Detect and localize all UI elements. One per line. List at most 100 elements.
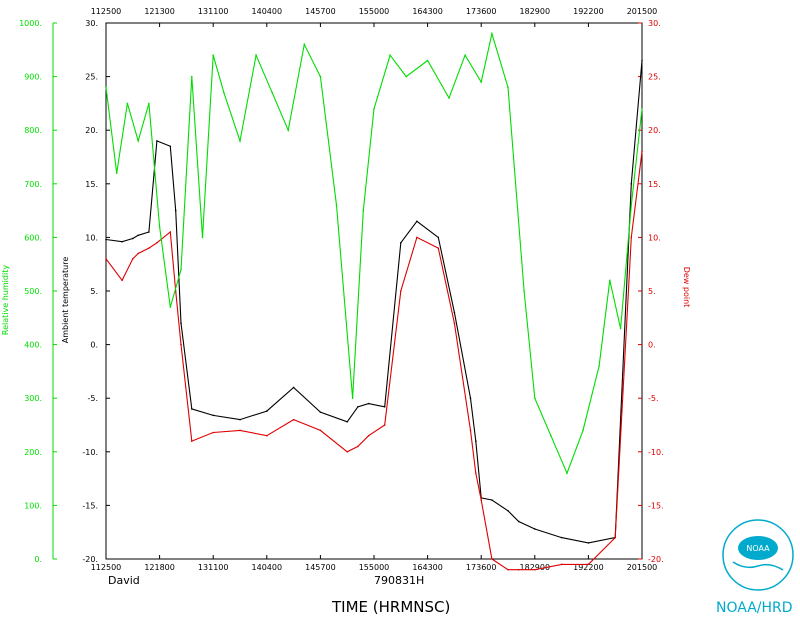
temp-tick-label: -10. — [82, 448, 98, 457]
rh-tick-label: 0. — [34, 555, 42, 564]
data-point-dew-point — [239, 429, 241, 432]
data-point-ambient-temperature — [587, 542, 590, 544]
rh-tick-label: 300. — [24, 394, 42, 403]
data-point-ambient-temperature — [137, 234, 139, 237]
rh-tick-label: 700. — [24, 180, 42, 189]
data-point-ambient-temperature — [190, 408, 193, 410]
data-point-dew-point — [319, 429, 322, 432]
data-point-relative-humidity — [190, 75, 193, 78]
dew-tick-label: 15. — [648, 180, 661, 189]
data-point-dew-point — [507, 568, 509, 571]
x-top-tick-label: 112500 — [91, 7, 122, 16]
data-point-relative-humidity — [619, 327, 622, 330]
data-point-relative-humidity — [641, 107, 643, 110]
data-point-dew-point — [137, 252, 139, 255]
rh-tick-label: 200. — [24, 448, 42, 457]
data-point-relative-humidity — [507, 86, 509, 89]
x-top-tick-label: 192200 — [573, 7, 604, 16]
data-point-relative-humidity — [448, 97, 450, 99]
noaa-logo-text: NOAA — [746, 544, 770, 553]
dew-tick-label: 25. — [648, 73, 661, 82]
data-point-ambient-temperature — [169, 145, 172, 148]
data-point-relative-humidity — [105, 86, 107, 89]
data-point-ambient-temperature — [174, 209, 177, 212]
x-bottom-tick-label: 164300 — [412, 563, 443, 572]
x-top-tick-label: 182900 — [520, 7, 551, 16]
data-point-relative-humidity — [271, 91, 273, 94]
temp-tick-label: 0. — [90, 341, 98, 350]
dew-tick-label: -20. — [648, 555, 664, 564]
data-point-ambient-temperature — [560, 536, 563, 539]
data-point-ambient-temperature — [148, 231, 150, 233]
data-point-dew-point — [266, 434, 268, 437]
data-point-dew-point — [400, 290, 402, 292]
data-point-dew-point — [292, 418, 295, 421]
data-point-relative-humidity — [598, 365, 600, 367]
data-point-relative-humidity — [319, 75, 322, 78]
data-point-relative-humidity — [480, 81, 483, 83]
data-point-dew-point — [416, 236, 418, 239]
data-point-ambient-temperature — [105, 238, 107, 241]
temp-tick-label: 30. — [85, 19, 98, 28]
x-top-tick-label: 164300 — [412, 7, 443, 16]
rh-axis-label: Relative humidity — [1, 265, 10, 335]
flight-id: 790831H — [374, 574, 424, 587]
data-point-dew-point — [560, 563, 563, 566]
x-top-tick-label: 155000 — [359, 7, 390, 16]
x-bottom-tick-label: 173600 — [466, 563, 497, 572]
noaa-logo: NOAA — [722, 519, 794, 591]
dew-tick-label: -5. — [648, 394, 659, 403]
x-bottom-tick-label: 121800 — [144, 563, 175, 572]
x-top-tick-label: 145700 — [305, 7, 336, 16]
data-point-ambient-temperature — [507, 509, 509, 512]
rh-tick-label: 500. — [24, 287, 42, 296]
dew-tick-label: 30. — [648, 19, 661, 28]
data-point-dew-point — [212, 431, 214, 434]
data-point-relative-humidity — [491, 32, 493, 35]
data-point-ambient-temperature — [212, 414, 214, 417]
dew-axis-label: Dew point — [682, 267, 691, 308]
data-point-dew-point — [453, 322, 456, 324]
data-point-dew-point — [156, 241, 158, 244]
data-point-ambient-temperature — [121, 240, 123, 243]
data-point-relative-humidity — [464, 54, 466, 56]
data-point-relative-humidity — [389, 54, 391, 56]
x-top-tick-label: 201500 — [627, 7, 658, 16]
x-bottom-tick-label: 140400 — [252, 563, 283, 572]
data-point-relative-humidity — [137, 140, 139, 142]
data-point-ambient-temperature — [641, 59, 643, 62]
credit-label: NOAA/HRD — [716, 600, 793, 616]
temp-tick-label: 5. — [90, 287, 98, 296]
data-point-relative-humidity — [212, 54, 214, 56]
data-point-dew-point — [534, 568, 536, 571]
data-point-relative-humidity — [239, 140, 241, 142]
data-point-dew-point — [367, 434, 370, 437]
noaa-logo-circle — [722, 519, 794, 591]
temp-axis-label: Ambient temperature — [61, 257, 70, 344]
data-point-relative-humidity — [566, 472, 568, 475]
data-point-dew-point — [105, 258, 107, 260]
data-point-relative-humidity — [335, 204, 338, 207]
temp-tick-label: -15. — [82, 501, 98, 510]
data-point-relative-humidity — [126, 102, 129, 105]
data-point-dew-point — [169, 231, 172, 233]
dew-tick-label: -15. — [648, 501, 664, 510]
dew-tick-label: 5. — [648, 287, 656, 296]
data-point-ambient-temperature — [416, 220, 418, 223]
data-point-ambient-temperature — [180, 322, 182, 324]
data-point-dew-point — [132, 258, 134, 260]
rh-tick-label: 1000. — [19, 19, 42, 28]
data-point-ambient-temperature — [132, 237, 134, 240]
series-line-ambient-temperature — [105, 60, 643, 544]
x-bottom-tick-label: 131100 — [198, 563, 229, 572]
x-top-tick-label: 140400 — [252, 7, 283, 16]
dew-tick-label: 0. — [648, 341, 656, 350]
data-point-ambient-temperature — [156, 140, 158, 142]
data-point-relative-humidity — [180, 268, 182, 271]
temp-tick-label: -20. — [82, 555, 98, 564]
x-bottom-tick-label: 192200 — [573, 563, 604, 572]
x-axis-title: TIME (HRMNSC) — [331, 598, 450, 616]
rh-tick-label: 900. — [24, 73, 42, 82]
